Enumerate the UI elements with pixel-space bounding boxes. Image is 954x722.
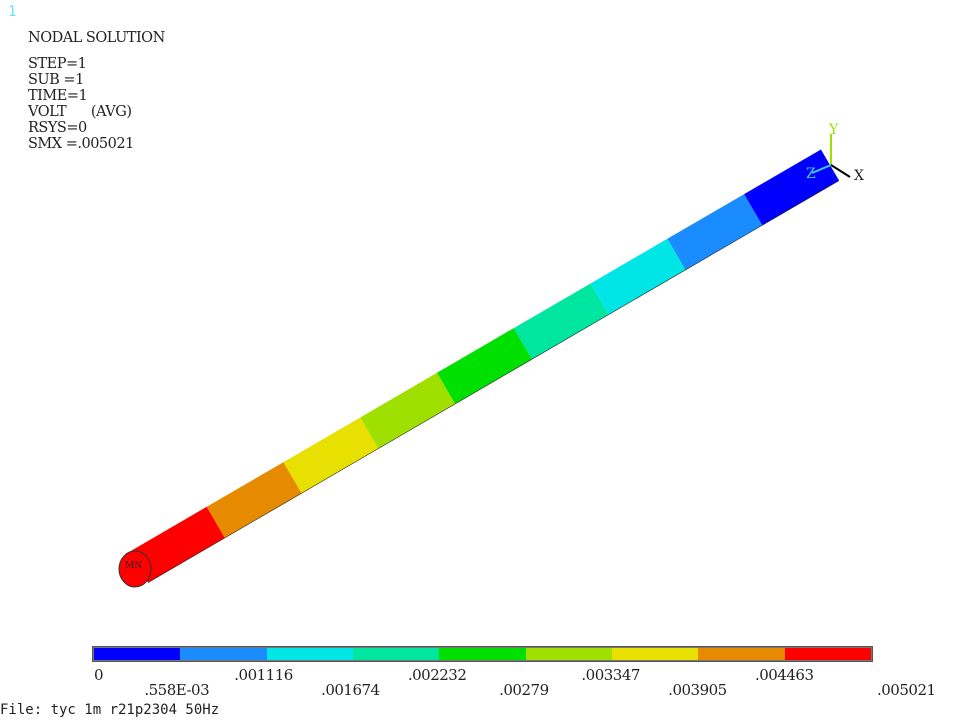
rod-band [437,328,532,404]
legend-tick-label: 0 [94,666,104,684]
time-label: TIME=1 [28,88,88,104]
legend-tick-label: .558E-03 [144,681,210,699]
x-axis-label: X [854,168,864,184]
coordinate-system-label: RSYS=0 [28,120,87,136]
min-marker-label: MN [125,561,142,571]
legend-tick-label: .003905 [668,681,727,699]
rod-band [513,283,609,360]
max-value-label: SMX =.005021 [28,136,134,152]
substep-label: SUB =1 [28,72,84,88]
legend-color-segment [352,648,440,660]
legend-tick-label: .002232 [407,666,467,684]
legend-color-segment [266,648,353,660]
rod-band [206,462,302,538]
rod-band [744,149,840,226]
coordinate-triad: Y Z X [806,122,864,184]
legend-tick-label: .005021 [877,681,936,699]
legend-color-segment [698,648,785,660]
legend-tick-label: .003347 [581,666,640,684]
legend-tick-label: .001674 [321,681,380,699]
x-axis-line [830,164,851,178]
rod-band [590,238,686,315]
rod-end-face [118,550,152,588]
contour-legend-bar [92,646,873,662]
legend-color-segment [94,648,181,660]
rod-band [360,372,456,449]
legend-tick-label: .001116 [234,666,293,684]
rod-band [283,417,379,494]
z-axis-label: Z [806,166,816,182]
rod-model [129,149,840,583]
legend-tick-label: .00279 [499,681,549,699]
result-item-label: VOLT (AVG) [28,104,132,120]
z-axis-line [811,164,832,174]
solution-info: NODAL SOLUTION STEP=1 SUB =1 TIME=1 VOLT… [28,30,165,152]
window-number: 1 [8,4,17,20]
legend-color-segment [180,648,267,660]
rod-band [667,194,763,270]
solution-title: NODAL SOLUTION [28,30,165,46]
legend-color-segment [439,648,526,660]
step-label: STEP=1 [28,56,87,72]
rod-edge [147,180,840,583]
legend-color-segment [525,648,612,660]
rod-band [129,506,225,583]
file-label: File: tyc 1m r21p2304 50Hz [0,702,220,718]
legend-tick-label: .004463 [754,666,814,684]
y-axis-label: Y [828,122,839,138]
legend-color-segment [784,648,871,660]
legend-color-segment [611,648,699,660]
